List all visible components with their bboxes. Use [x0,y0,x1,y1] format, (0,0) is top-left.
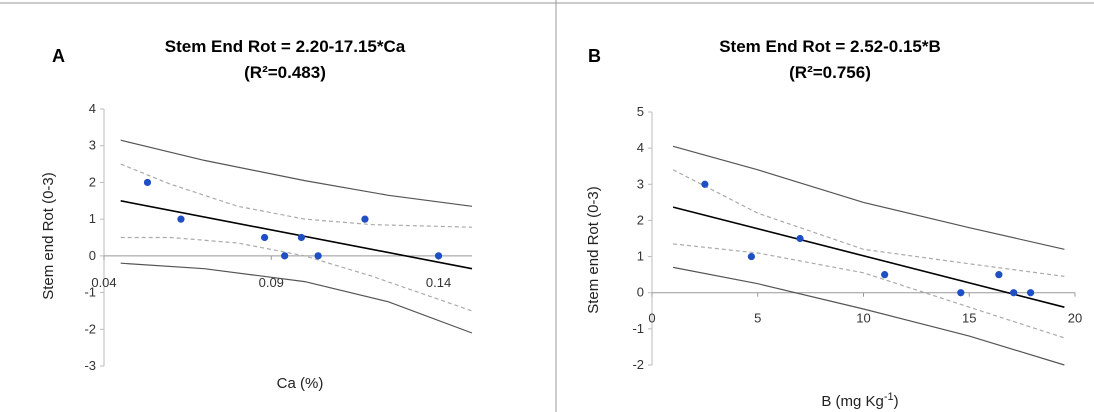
panel-b-xlabel-main: B (mg Kg [821,393,884,410]
panel-a-prediction-lower [120,262,473,334]
panel-a-data-point [281,252,289,260]
panel-b-data-point [747,252,756,261]
panel-a-confidence-upper [120,163,473,228]
panel-b-xtick-label: 20 [1068,311,1082,326]
panel-b-prediction-lower [672,266,1065,366]
panel-b-ytick-label: -2 [632,357,644,372]
panel-b-ytick-label: 4 [637,140,644,155]
panel-b-title: Stem End Rot = 2.52-0.15*B [719,37,941,56]
panel-b-data-point [796,234,804,243]
panel-b-data-point [701,180,709,188]
panel-b-data-point [957,289,965,297]
panel-a-xtick-label: 0.14 [426,275,451,290]
panel-b-confidence-upper [672,169,1065,277]
panel-b-ytick-label: -1 [632,321,644,336]
panel-b-subtitle: (R²=0.756) [789,63,871,82]
panel-a-ytick-label: 3 [89,138,96,153]
panel-a-data-point [143,178,152,187]
panel-b-data-point [1026,289,1035,297]
panel-a-subtitle: (R²=0.483) [244,63,326,82]
panel-b-ytick-label: 5 [637,104,644,119]
panel-b-confidence-lower [673,243,1065,339]
panel-a-data-point [297,233,305,242]
panel-b-xlabel-sup: -1 [884,391,894,403]
panel-a-confidence-lower [120,236,473,312]
panel-b-data-point [995,271,1003,279]
panel-b-letter: B [588,46,601,66]
panel-b-data-point [1010,289,1018,297]
panel-b: B Stem End Rot = 2.52-0.15*B (R²=0.756) … [585,37,1082,410]
panel-a-ytick-label: 1 [89,211,96,226]
panel-b-plot: -2 -1 0 1 2 3 4 5 0 5 10 15 20 [632,104,1082,372]
panel-a-xtick-label: 0.04 [91,275,116,290]
panel-b-prediction-upper [672,145,1065,250]
panel-a-ytick-label: -2 [84,321,96,336]
panel-a-ylabel: Stem end Rot (0-3) [40,172,57,300]
panel-a-xlabel: Ca (%) [277,375,324,392]
panel-a-title: Stem End Rot = 2.20-17.15*Ca [165,37,406,56]
panel-a-ytick-label: 4 [89,101,96,116]
panel-b-xlabel-end: ) [894,393,899,410]
panel-b-ytick-label: 2 [637,212,644,227]
panel-a-regression-line [120,200,473,270]
panel-a-letter: A [52,46,65,66]
panel-b-ytick-label: 1 [637,249,644,264]
panel-a-data-point [177,215,185,223]
panel-a: A Stem End Rot = 2.20-17.15*Ca (R²=0.483… [40,37,473,392]
panel-b-xtick-label: 0 [648,311,655,326]
panel-b-ylabel: Stem end Rot (0-3) [585,186,602,314]
panel-b-ytick-label: 0 [637,285,644,300]
panel-b-ytick-label: 3 [637,176,644,191]
panel-b-regression-line [672,206,1065,308]
panel-b-xtick-label: 15 [962,311,976,326]
panel-b-xlabel: B (mg Kg-1) [821,391,898,410]
panel-a-ytick-label: 0 [89,248,96,263]
panel-b-xtick-label: 5 [754,311,761,326]
panel-a-ytick-label: 2 [89,174,96,189]
panel-a-data-point [434,252,443,260]
panel-a-ytick-label: -3 [84,358,96,373]
panel-a-data-point [314,252,322,260]
panel-a-ytick-label: -1 [84,285,96,300]
panel-a-data-point [361,215,369,223]
panel-b-data-point [881,271,889,279]
panel-a-prediction-upper [120,139,473,207]
panel-a-data-point [260,233,269,242]
panel-b-xtick-label: 10 [856,311,870,326]
